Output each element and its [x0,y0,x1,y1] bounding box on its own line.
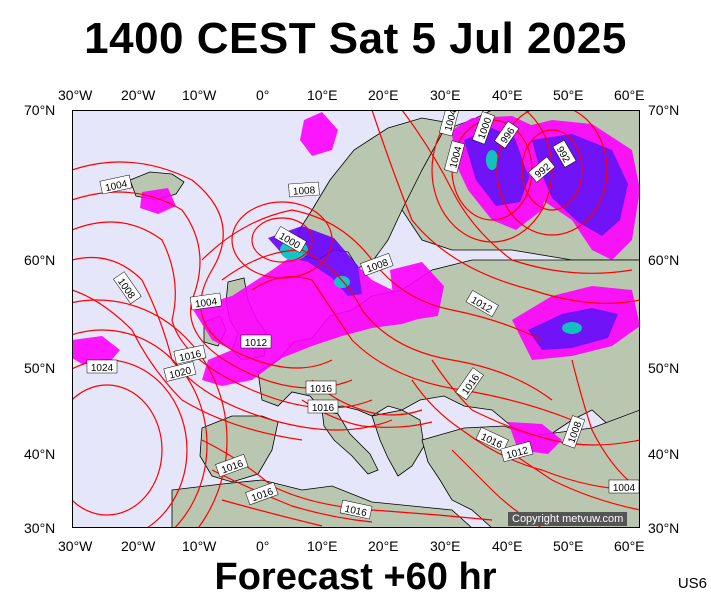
forecast-caption: Forecast +60 hr [214,556,497,598]
lon-tick: 40°E [492,87,523,103]
isobar-label: 1016 [344,504,368,519]
copyright-badge: Copyright metvuw.com [508,512,628,526]
lat-tick: 70°N [24,102,56,118]
isobar-label: 1004 [194,296,218,310]
isobar-label: 1004 [104,179,128,194]
italian-peninsula [321,409,379,475]
precipitation-field [72,112,640,454]
lat-tick: 60°N [24,252,56,268]
isobar-label: 1024 [91,363,114,374]
lon-tick: 30°W [58,87,93,103]
isobar-label: 1016 [310,384,333,395]
lat-tick: 30°N [24,520,56,536]
lon-tick: 30°W [58,538,93,554]
lat-tick: 70°N [648,102,680,118]
lon-tick: 50°E [553,87,584,103]
lat-tick: 50°N [648,360,680,376]
lon-tick: 60°E [614,538,645,554]
lon-tick: 10°W [182,87,217,103]
isobar-label: 1016 [312,403,335,414]
isobar-label: 1008 [293,185,316,198]
lon-tick: 30°E [430,538,461,554]
isobar-labels: 1004 1008 1004 1016 1020 1024 1000 1008 … [86,110,640,520]
isobar-label: 1012 [245,338,268,349]
lon-tick: 10°E [307,538,338,554]
lon-tick: 20°E [368,87,399,103]
isobar-label: 1016 [178,349,202,364]
lon-tick: 50°E [553,538,584,554]
lat-tick: 40°N [648,446,680,462]
lon-tick: 20°W [121,538,156,554]
lon-tick: 40°E [492,538,523,554]
isobar-label: 1004 [613,483,636,494]
lon-tick: 0° [256,538,270,554]
lon-tick: 20°E [368,538,399,554]
lat-tick: 60°N [648,252,680,268]
map-frame [72,110,640,528]
lat-tick: 50°N [24,360,56,376]
lon-tick: 20°W [121,87,156,103]
lat-tick: 40°N [24,446,56,462]
lon-tick: 10°E [307,87,338,103]
lon-tick: 0° [256,87,270,103]
lon-tick: 10°W [182,538,217,554]
isobar-label: 1020 [168,365,193,381]
forecast-map: 1004 1008 1004 1016 1020 1024 1000 1008 … [72,110,640,528]
lon-tick: 60°E [614,87,645,103]
lat-tick: 30°N [648,520,680,536]
product-code: US6 [677,575,707,592]
lon-tick: 30°E [430,87,461,103]
map-title: 1400 CEST Sat 5 Jul 2025 [84,14,627,63]
